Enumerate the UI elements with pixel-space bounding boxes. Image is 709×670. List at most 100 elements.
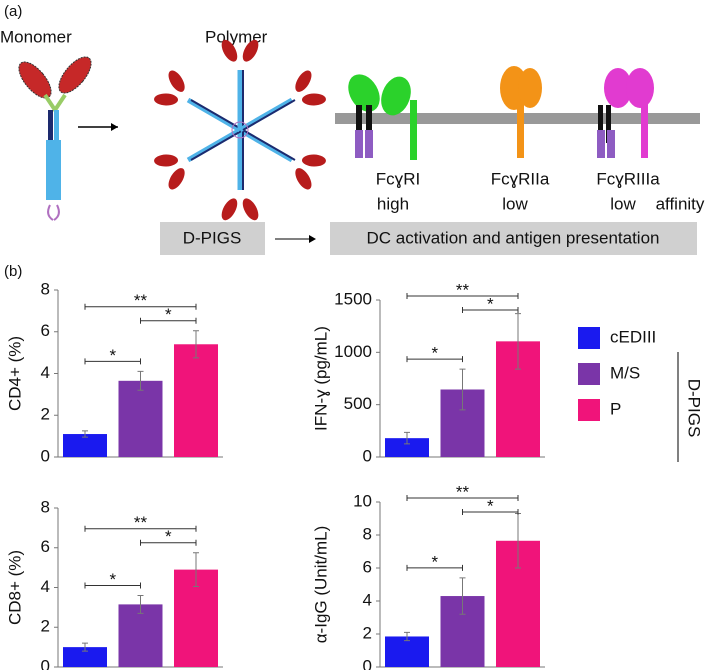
significance-bracket	[84, 525, 197, 532]
significance-bracket	[140, 317, 197, 324]
significance-bracket	[406, 564, 463, 571]
legend-swatch	[578, 327, 600, 349]
polymer-label: Polymer	[205, 27, 268, 46]
y-axis-title: CD4+ (%)	[5, 336, 24, 411]
y-axis-title: α-IgG (Unit/mL)	[311, 526, 330, 644]
fab	[301, 154, 326, 167]
significance-label: **	[134, 291, 148, 310]
y-tick-label: 0	[363, 656, 372, 670]
significance-label: **	[456, 280, 470, 299]
significance-label: *	[487, 294, 494, 313]
y-tick-label: 10	[353, 491, 372, 510]
error-bar	[137, 370, 144, 391]
y-axis-title: CD8+ (%)	[5, 550, 24, 625]
fab	[154, 154, 179, 167]
bar	[118, 380, 163, 457]
legend-label: M/S	[610, 363, 640, 382]
arm	[190, 99, 244, 131]
polymer-icon	[154, 39, 326, 221]
monomer-icon	[18, 56, 92, 221]
y-tick-label: 500	[344, 394, 372, 413]
y-tick-label: 6	[41, 537, 50, 556]
box-label: DC activation and antigen presentation	[367, 228, 660, 247]
y-tick-label: 2	[41, 617, 50, 636]
fab	[168, 168, 185, 190]
box-label: D-PIGS	[183, 228, 242, 247]
arm	[242, 129, 296, 161]
bar	[63, 434, 107, 457]
significance-label: *	[487, 496, 494, 515]
significance-label: **	[456, 482, 470, 501]
significance-label: **	[134, 513, 148, 532]
receptor-label: FcɣRIIa	[491, 169, 550, 188]
error-bar	[459, 368, 466, 411]
significance-label: *	[431, 344, 438, 363]
fab	[168, 70, 185, 92]
legend-group-label: D-PIGS	[685, 379, 704, 438]
error-bar	[404, 431, 410, 445]
y-axis-title: IFN-ɣ (pg/mL)	[311, 326, 330, 431]
core	[231, 121, 249, 139]
significance-bracket	[140, 539, 197, 546]
arrow-head	[309, 235, 316, 243]
fab	[221, 198, 238, 221]
error-bar	[515, 313, 521, 370]
bar	[118, 604, 163, 667]
legend-label: cEDIII	[610, 327, 656, 346]
y-tick-label: 4	[41, 363, 50, 382]
arm	[186, 97, 242, 133]
bar	[385, 636, 429, 667]
y-tick-label: 4	[363, 590, 372, 609]
arm	[242, 99, 296, 131]
receptor-label: FcɣRIIIa	[596, 169, 660, 188]
error-bar	[82, 430, 88, 438]
y-tick-label: 6	[41, 321, 50, 340]
arm	[186, 127, 242, 163]
legend-swatch	[578, 363, 600, 385]
monomer-label: Monomer	[0, 27, 72, 46]
y-tick-label: 0	[363, 446, 372, 465]
bar	[63, 647, 107, 667]
significance-label: *	[165, 527, 172, 546]
affinity-label: low	[610, 194, 636, 213]
legend-label: P	[610, 399, 621, 418]
significance-bracket	[462, 509, 519, 515]
y-tick-label: 4	[41, 577, 50, 596]
panel-label: (a)	[4, 3, 22, 20]
arm	[190, 129, 244, 161]
box	[330, 222, 697, 255]
significance-bracket	[406, 356, 463, 363]
error-bar	[137, 594, 144, 614]
y-tick-label: 0	[41, 656, 50, 670]
fab	[221, 39, 238, 62]
significance-bracket	[84, 358, 141, 365]
y-tick-label: 1500	[334, 289, 372, 308]
fab	[295, 168, 312, 190]
y-tick-label: 8	[41, 279, 50, 298]
y-tick-label: 2	[363, 623, 372, 642]
bar	[385, 438, 429, 457]
significance-bracket	[406, 293, 519, 299]
arrow-head	[111, 123, 118, 131]
significance-label: *	[109, 346, 116, 365]
significance-bracket	[84, 582, 141, 589]
y-tick-label: 1000	[334, 342, 372, 361]
y-tick-label: 8	[41, 497, 50, 516]
box	[160, 222, 265, 255]
y-tick-label: 2	[41, 405, 50, 424]
affinity-label: low	[502, 194, 528, 213]
significance-bracket	[84, 303, 197, 310]
fab	[242, 39, 259, 62]
error-bar	[404, 631, 410, 642]
error-bar	[193, 552, 199, 588]
bar	[174, 344, 218, 457]
affinity-title: affinity	[656, 194, 705, 213]
affinity-label: high	[377, 194, 409, 213]
error-bar	[193, 330, 199, 359]
receptor-icons	[348, 66, 654, 160]
arm	[238, 97, 294, 133]
error-bar	[82, 642, 88, 652]
error-bar	[459, 577, 466, 615]
y-tick-label: 6	[363, 557, 372, 576]
